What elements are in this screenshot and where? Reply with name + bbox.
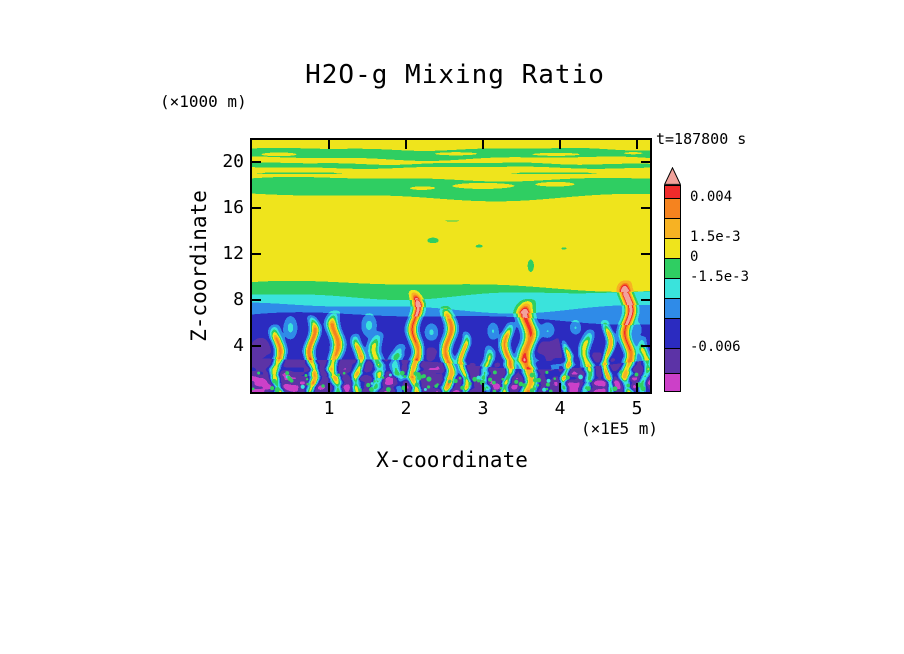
colorbar-segment (665, 186, 680, 198)
colorbar-label: 1.5e-3 (690, 229, 741, 245)
z-tick-mark (252, 161, 261, 164)
z-tick-label: 4 (233, 335, 244, 357)
x-tick-mark-top (328, 140, 330, 149)
x-tick-mark (482, 383, 485, 392)
colorbar-segment (665, 198, 680, 218)
x-tick-label: 4 (554, 398, 566, 419)
colorbar-segment (665, 258, 680, 278)
x-tick-mark (559, 383, 562, 392)
z-tick-mark-right (641, 345, 650, 348)
z-tick-mark (252, 299, 261, 302)
colorbar-segment (665, 318, 680, 348)
colorbar-segment (665, 298, 680, 318)
colorbar-label: 0.004 (690, 189, 733, 205)
colorbar-segments (664, 185, 681, 392)
x-tick-mark (405, 383, 408, 392)
colorbar-segment (665, 373, 680, 391)
z-axis-unit: (×1000 m) (160, 92, 247, 111)
contour-canvas (252, 140, 650, 392)
colorbar-segment (665, 218, 680, 238)
colorbar-label: -0.006 (690, 339, 741, 355)
z-tick-mark-right (641, 253, 650, 256)
z-tick-mark (252, 345, 261, 348)
plot-title: H2O-g Mixing Ratio (305, 60, 605, 90)
x-tick-mark (636, 383, 639, 392)
timestamp-label: t=187800 s (656, 130, 747, 148)
x-axis-title: X-coordinate (376, 448, 528, 472)
plot-area (250, 138, 652, 394)
colorbar-label: -1.5e-3 (690, 269, 750, 285)
z-tick-label: 16 (222, 197, 244, 219)
x-tick-mark (328, 383, 330, 392)
x-tick-label: 5 (631, 398, 643, 419)
x-tick-mark-top (405, 140, 408, 149)
z-tick-mark-right (641, 161, 650, 164)
z-tick-mark-right (641, 207, 650, 210)
x-axis-unit: (×1E5 m) (580, 419, 658, 438)
z-tick-label: 20 (222, 151, 244, 173)
colorbar-segment (665, 278, 680, 298)
x-tick-label: 2 (400, 398, 412, 419)
x-tick-label: 3 (477, 398, 489, 419)
colorbar-cap-shape (664, 167, 681, 185)
x-tick-mark-top (482, 140, 485, 149)
z-tick-mark (252, 207, 261, 210)
x-tick-mark-top (559, 140, 562, 149)
z-tick-label: 12 (222, 243, 244, 265)
x-tick-mark-top (636, 140, 639, 149)
colorbar-cap-icon (664, 167, 681, 185)
z-tick-mark (252, 253, 261, 256)
colorbar-segment (665, 348, 680, 373)
colorbar-label: 0 (690, 249, 699, 265)
z-tick-label: 8 (233, 289, 244, 311)
z-tick-mark-right (641, 299, 650, 302)
colorbar-segment (665, 238, 680, 258)
x-tick-label: 1 (323, 398, 335, 419)
